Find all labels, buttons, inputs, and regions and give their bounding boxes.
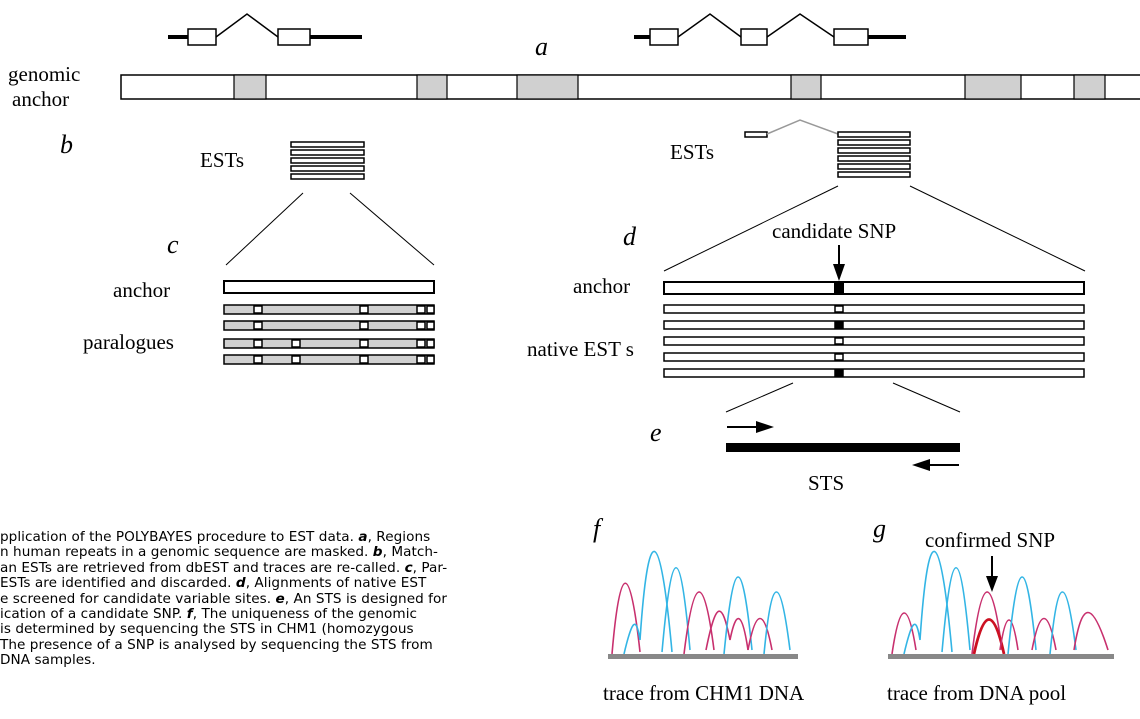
trace-baseline xyxy=(608,654,798,659)
panel-label-f: f xyxy=(593,514,604,543)
masked-region xyxy=(1073,74,1106,100)
sts-bar xyxy=(726,443,960,452)
anchor-label-c: anchor xyxy=(113,278,170,302)
zoom-lines-e xyxy=(725,382,961,413)
down-arrow-icon xyxy=(833,245,845,281)
panel-label-g: g xyxy=(873,514,886,543)
trace-baseline xyxy=(888,654,1114,659)
sts-label: STS xyxy=(808,471,844,495)
masked-region xyxy=(516,74,579,100)
anchor-bar-c xyxy=(223,280,435,294)
zoom-lines-c xyxy=(225,192,435,266)
zoom-lines-d xyxy=(663,185,1086,272)
reverse-primer-arrow-icon xyxy=(912,459,959,471)
masked-region xyxy=(416,74,448,100)
est-stack-right xyxy=(744,119,911,178)
figure-caption: pplication of the POLYBAYES procedure to… xyxy=(0,529,448,669)
native-ests-label: native EST s xyxy=(527,337,634,361)
genomic-anchor-bar xyxy=(120,74,1140,100)
native-est-bars xyxy=(663,304,1085,378)
genomic-anchor-label-line1: genomic xyxy=(8,62,80,86)
paralogue-bars xyxy=(223,304,435,365)
panel-label-c: c xyxy=(167,230,179,259)
trace-pool xyxy=(891,550,1109,655)
genomic-anchor-label-line2: anchor xyxy=(12,87,69,111)
gene-model-left xyxy=(168,13,362,46)
gene-model-right xyxy=(634,13,906,46)
ests-label-right: ESTs xyxy=(670,140,714,164)
masked-region xyxy=(964,74,1022,100)
snp-marker xyxy=(834,282,844,294)
forward-primer-arrow-icon xyxy=(727,421,774,433)
panel-label-d: d xyxy=(623,222,637,251)
masked-region xyxy=(233,74,267,100)
down-arrow-icon xyxy=(986,556,998,592)
panel-label-e: e xyxy=(650,418,662,447)
panel-label-b: b xyxy=(60,130,73,159)
anchor-label-d: anchor xyxy=(573,274,630,298)
panel-label-a: a xyxy=(535,32,548,61)
trace-chm1 xyxy=(611,550,791,655)
trace-chm1-label: trace from CHM1 DNA xyxy=(603,681,805,705)
trace-pool-label: trace from DNA pool xyxy=(887,681,1066,705)
anchor-bar-d xyxy=(663,281,1085,295)
masked-region xyxy=(790,74,822,100)
confirmed-snp-label: confirmed SNP xyxy=(925,528,1055,552)
paralogues-label: paralogues xyxy=(83,330,174,354)
candidate-snp-label: candidate SNP xyxy=(772,219,896,243)
est-stack-left xyxy=(290,141,365,180)
ests-label-left: ESTs xyxy=(200,148,244,172)
